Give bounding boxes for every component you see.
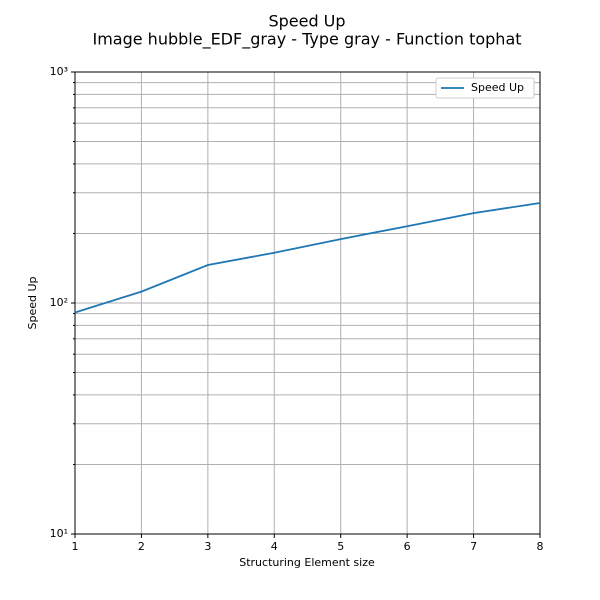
x-tick-label: 7 [470,540,477,553]
x-axis-label: Structuring Element size [239,556,375,569]
x-tick-label: 4 [271,540,278,553]
x-tick-label: 5 [337,540,344,553]
chart-subtitle: Image hubble_EDF_gray - Type gray - Func… [92,30,521,50]
plot-frame [74,71,541,535]
x-tick-label: 6 [404,540,411,553]
y-tick-label: 10¹ [50,527,68,540]
x-tick-label: 3 [204,540,211,553]
legend-label: Speed Up [471,81,524,94]
x-tick-label: 2 [138,540,145,553]
x-tick-label: 1 [72,540,79,553]
chart-title: Speed Up [268,12,345,31]
data-line [74,202,541,314]
y-tick-label: 10² [50,296,68,309]
y-axis-label: Speed Up [26,276,39,329]
legend-box [435,77,535,99]
y-tick-label: 10³ [50,65,68,78]
x-tick-label: 8 [537,540,544,553]
